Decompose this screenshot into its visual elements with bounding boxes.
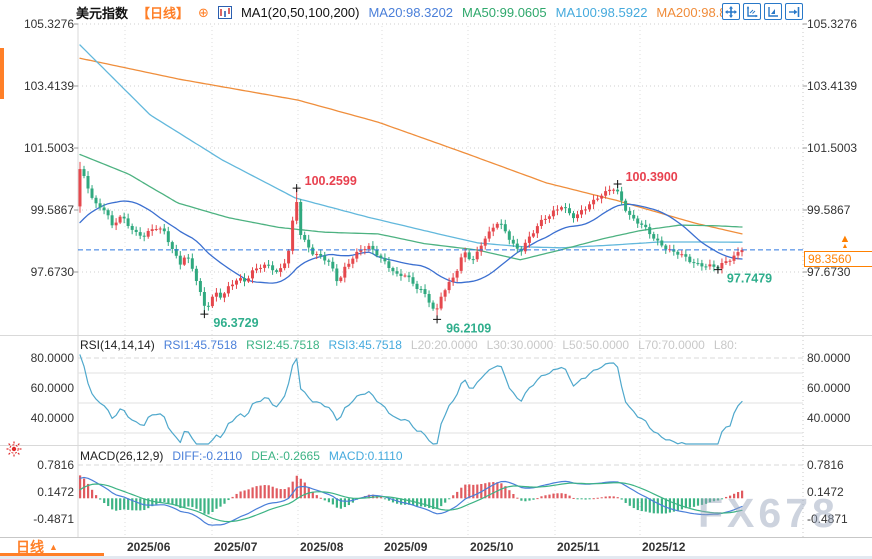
svg-text:100.3900: 100.3900 (626, 170, 678, 184)
svg-text:101.5003: 101.5003 (807, 141, 857, 155)
rsi-legend-item-0: RSI(14,14,14) (80, 338, 155, 352)
ma-legend-item-2: MA100:98.5922 (555, 5, 648, 20)
svg-text:103.4139: 103.4139 (807, 79, 857, 93)
macd-legend-item-3: MACD:0.1110 (328, 449, 403, 463)
chart-header: 美元指数 【日线】 ⊕ MA1(20,50,100,200) MA20:98.3… (76, 3, 727, 22)
rsi-legend-item-3: RSI3:45.7518 (328, 338, 402, 352)
svg-text:40.0000: 40.0000 (807, 411, 851, 425)
ma-group-label: MA1(20,50,100,200) (240, 5, 360, 20)
svg-text:0.1472: 0.1472 (807, 485, 844, 499)
svg-text:2025/11: 2025/11 (557, 540, 600, 554)
svg-text:2025/12: 2025/12 (642, 540, 686, 554)
price-marker-icon: ▲ ▲ (839, 233, 851, 251)
ma-legend-item-1: MA50:99.0605 (462, 5, 547, 20)
alert-icon[interactable] (6, 441, 22, 462)
tab-underline (0, 553, 104, 556)
jump-to-latest-icon[interactable] (785, 3, 803, 20)
svg-text:100.2599: 100.2599 (305, 174, 357, 188)
svg-text:80.0000: 80.0000 (31, 351, 75, 365)
svg-text:0.1472: 0.1472 (37, 485, 74, 499)
svg-text:97.6730: 97.6730 (807, 265, 851, 279)
rsi-legend-item-2: RSI2:45.7518 (246, 338, 320, 352)
macd-legend-item-2: DEA:-0.2665 (251, 449, 320, 463)
current-price-tag: 98.3560 (804, 251, 872, 267)
svg-text:0.7816: 0.7816 (37, 458, 74, 472)
svg-text:105.3276: 105.3276 (24, 17, 74, 31)
add-indicator-icon[interactable]: ⊕ (198, 4, 209, 20)
rsi-legend-item-8: L80: (713, 338, 738, 352)
rsi-legend-item-1: RSI1:45.7518 (163, 338, 238, 352)
axis-zoom-icon[interactable] (743, 3, 761, 20)
svg-text:2025/07: 2025/07 (214, 540, 258, 554)
tab-daily-arrow-icon: ▲ (49, 542, 58, 552)
tab-daily-label: 日线 (16, 539, 44, 555)
svg-text:-0.4871: -0.4871 (33, 512, 74, 526)
watermark: FX678 (698, 490, 839, 536)
svg-text:2025/10: 2025/10 (470, 540, 514, 554)
svg-text:96.3729: 96.3729 (213, 316, 258, 330)
chart-toolbar (722, 3, 803, 20)
svg-text:80.0000: 80.0000 (807, 351, 851, 365)
svg-text:105.3276: 105.3276 (807, 17, 857, 31)
rsi-legend-item-6: L50:50.0000 (562, 338, 630, 352)
rsi-legend-item-5: L30:30.0000 (486, 338, 554, 352)
svg-text:97.7479: 97.7479 (727, 272, 772, 286)
ma-legend-item-3: MA200:98.8 (656, 5, 727, 20)
rsi-legend-item-7: L70:70.0000 (638, 338, 705, 352)
ma-legend: MA20:98.3202 MA50:99.0605 MA100:98.5922 MA2… (368, 5, 726, 20)
svg-text:0.7816: 0.7816 (807, 458, 844, 472)
svg-text:-0.4871: -0.4871 (807, 512, 848, 526)
macd-legend: MACD(26,12,9) DIFF:-0.2110 DEA:-0.2665 MACD… (80, 449, 403, 463)
ma-legend-item-0: MA20:98.3202 (368, 5, 454, 20)
svg-text:2025/09: 2025/09 (384, 540, 428, 554)
macd-legend-item-1: DIFF:-0.2110 (172, 449, 243, 463)
axis-autoscale-icon[interactable] (764, 3, 782, 20)
indicator-chart-icon[interactable] (217, 6, 232, 19)
tab-daily[interactable]: 日线 ▲ (16, 537, 58, 557)
rsi-legend-item-4: L20:20.0000 (410, 338, 478, 352)
svg-text:101.5003: 101.5003 (24, 141, 74, 155)
svg-text:60.0000: 60.0000 (31, 381, 75, 395)
bottom-scrollbar[interactable] (0, 556, 872, 559)
svg-text:97.6730: 97.6730 (31, 265, 75, 279)
svg-text:2025/06: 2025/06 (127, 540, 171, 554)
svg-text:99.5867: 99.5867 (31, 203, 75, 217)
svg-text:99.5867: 99.5867 (807, 203, 851, 217)
svg-text:60.0000: 60.0000 (807, 381, 851, 395)
svg-text:96.2109: 96.2109 (446, 321, 491, 335)
left-accent-bar (0, 48, 4, 99)
macd-legend-item-0: MACD(26,12,9) (80, 449, 164, 463)
svg-text:40.0000: 40.0000 (31, 411, 75, 425)
timeframe-label: 【日线】 (137, 6, 190, 21)
rsi-legend: RSI(14,14,14) RSI1:45.7518 RSI2:45.7518 RSI… (80, 338, 737, 352)
symbol-title: 美元指数 (76, 6, 129, 21)
svg-text:103.4139: 103.4139 (24, 79, 74, 93)
move-tool-icon[interactable] (722, 3, 740, 20)
svg-text:2025/08: 2025/08 (300, 540, 344, 554)
